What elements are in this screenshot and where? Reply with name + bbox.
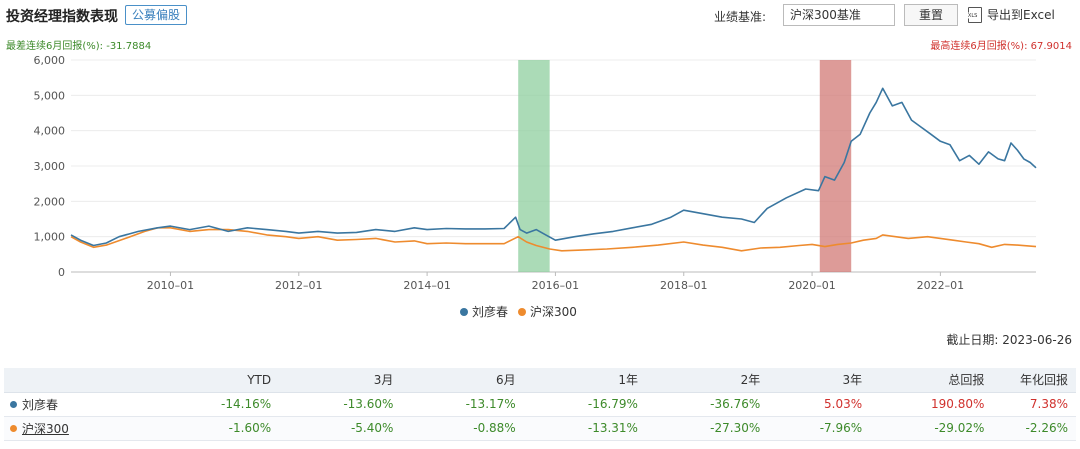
x-tick-label: 2018–01 — [660, 279, 708, 292]
row-name-manager[interactable]: 刘彦春 — [4, 392, 157, 417]
category-tag: 公募偏股 — [125, 5, 188, 25]
x-tick-label: 2020–01 — [788, 279, 836, 292]
export-excel-button[interactable]: 导出到Excel — [968, 6, 1055, 23]
table-cell: -13.17% — [401, 392, 524, 417]
y-tick-label: 2,000 — [34, 195, 66, 208]
performance-chart: 0 1,000 2,000 3,000 4,000 5,000 6,000 2010–01 20… — [34, 54, 1037, 292]
max-return-label: 最高连续6月回报(%): 67.9014 — [930, 41, 1072, 52]
table-cell: -7.96% — [768, 416, 871, 441]
x-tick-label: 2016–01 — [532, 279, 580, 292]
table-cell: 5.03% — [768, 392, 871, 417]
x-tick-label: 2010–01 — [147, 279, 195, 292]
y-tick-label: 4,000 — [34, 125, 66, 138]
header: 投资经理指数表现 公募偏股 业绩基准: 沪深300基准 重置 导出到Excel — [0, 0, 1080, 30]
table-header-1y: 1年 — [523, 368, 646, 393]
table-cell: -1.60% — [156, 416, 280, 441]
legend-item-manager[interactable]: 刘彦春 — [460, 303, 508, 320]
x-tick-label: 2012–01 — [275, 279, 323, 292]
series-line-manager — [70, 87, 1037, 247]
row-name-index[interactable]: 沪深300 — [4, 416, 157, 441]
table-header-3y: 3年 — [768, 368, 871, 393]
y-tick-label: 1,000 — [34, 231, 66, 244]
table-cell: -27.30% — [645, 416, 769, 441]
table-header-total: 总回报 — [870, 368, 993, 393]
min-return-label: 最差连续6月回报(%): -31.7884 — [6, 41, 152, 52]
series-line-index — [70, 227, 1037, 252]
y-tick-label: 0 — [58, 266, 65, 279]
legend-dot-index — [518, 307, 527, 316]
table-header-name — [4, 368, 157, 393]
table-cell: -0.88% — [401, 416, 524, 441]
table-cell: -29.02% — [870, 416, 993, 441]
benchmark-label: 业绩基准: — [714, 10, 767, 24]
y-tick-label: 3,000 — [34, 160, 66, 173]
page-title: 投资经理指数表现 — [6, 9, 118, 25]
benchmark-select[interactable]: 沪深300基准 — [783, 4, 895, 26]
table-cell: -2.26% — [992, 416, 1076, 441]
table-cell: 190.80% — [870, 392, 993, 417]
table-header-3m: 3月 — [279, 368, 402, 393]
table-row: 刘彦春 -14.16% -13.60% -13.17% -16.79% -36.… — [4, 392, 1076, 417]
table-cell: 7.38% — [992, 392, 1076, 417]
table-header-annual: 年化回报 — [992, 368, 1076, 393]
table-header-row: YTD 3月 6月 1年 2年 3年 总回报 年化回报 — [4, 368, 1076, 393]
manager-bullet-icon — [10, 400, 17, 408]
table-cell: -13.31% — [523, 416, 646, 441]
table-cell: -13.60% — [279, 392, 402, 417]
excel-file-icon — [968, 6, 982, 23]
table-header-6m: 6月 — [401, 368, 524, 393]
chart-legend: 刘彦春 沪深300 — [460, 303, 577, 320]
table-cell: -36.76% — [645, 392, 769, 417]
export-label: 导出到Excel — [987, 8, 1055, 22]
reset-button[interactable]: 重置 — [904, 4, 958, 26]
table-cell: -5.40% — [279, 416, 402, 441]
index-bullet-icon — [10, 424, 17, 432]
table-cell: -14.16% — [156, 392, 280, 417]
deadline-date: 截止日期: 2023-06-26 — [946, 333, 1072, 347]
table-header-2y: 2年 — [645, 368, 769, 393]
legend-label-manager: 刘彦春 — [472, 305, 509, 319]
y-tick-label: 5,000 — [34, 89, 66, 102]
table-cell: -16.79% — [523, 392, 646, 417]
x-tick-label: 2022–01 — [917, 279, 965, 292]
y-tick-label: 6,000 — [34, 54, 66, 67]
legend-label-index: 沪深300 — [530, 305, 577, 319]
shaded-band-green — [518, 60, 550, 272]
shaded-band-red — [819, 60, 852, 272]
legend-item-index[interactable]: 沪深300 — [518, 303, 577, 320]
x-tick-label: 2014–01 — [403, 279, 451, 292]
table-header-ytd: YTD — [156, 368, 280, 393]
performance-table: YTD 3月 6月 1年 2年 3年 总回报 年化回报 刘彦春 -14.16% … — [4, 368, 1076, 441]
table-row: 沪深300 -1.60% -5.40% -0.88% -13.31% -27.3… — [4, 416, 1076, 441]
legend-dot-manager — [460, 307, 468, 316]
